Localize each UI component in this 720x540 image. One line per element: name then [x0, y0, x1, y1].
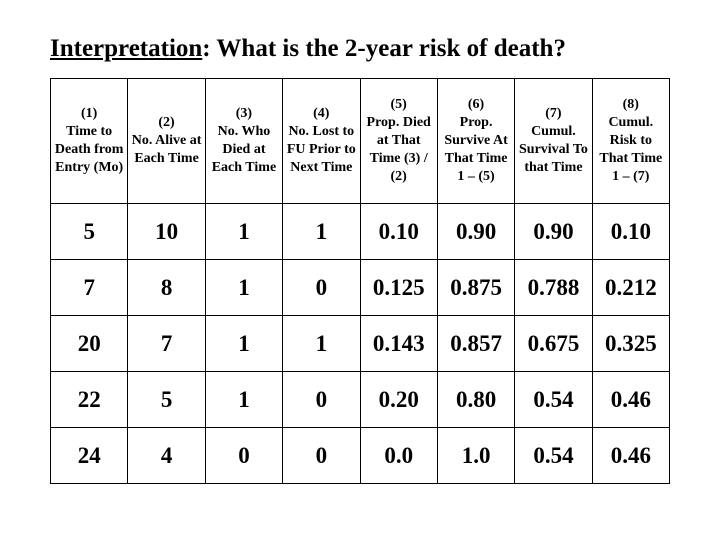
- page-title: Interpretation: What is the 2-year risk …: [50, 35, 670, 63]
- table-body: 5 10 1 1 0.10 0.90 0.90 0.10 7 8 1 0 0.1…: [51, 204, 670, 484]
- cell: 0.46: [592, 372, 669, 428]
- table-row: 24 4 0 0 0.0 1.0 0.54 0.46: [51, 428, 670, 484]
- cell: 10: [128, 204, 205, 260]
- cell: 0.125: [360, 260, 437, 316]
- cell: 0.143: [360, 316, 437, 372]
- cell: 24: [51, 428, 128, 484]
- cell: 0.46: [592, 428, 669, 484]
- cell: 4: [128, 428, 205, 484]
- cell: 8: [128, 260, 205, 316]
- cell: 1: [205, 372, 282, 428]
- cell: 0.788: [515, 260, 592, 316]
- col-header-2: (2)No. Alive at Each Time: [128, 79, 205, 204]
- cell: 1: [205, 316, 282, 372]
- cell: 20: [51, 316, 128, 372]
- cell: 1: [205, 204, 282, 260]
- cell: 0: [283, 372, 360, 428]
- cell: 1: [283, 204, 360, 260]
- cell: 0.0: [360, 428, 437, 484]
- survival-table: (1)Time to Death from Entry (Mo) (2)No. …: [50, 78, 670, 484]
- col-header-5: (5)Prop. Died at That Time (3) / (2): [360, 79, 437, 204]
- cell: 0: [283, 260, 360, 316]
- cell: 0.10: [592, 204, 669, 260]
- col-header-3: (3)No. Who Died at Each Time: [205, 79, 282, 204]
- cell: 0.54: [515, 372, 592, 428]
- header-row: (1)Time to Death from Entry (Mo) (2)No. …: [51, 79, 670, 204]
- cell: 0.857: [437, 316, 514, 372]
- cell: 0.90: [515, 204, 592, 260]
- cell: 0.875: [437, 260, 514, 316]
- cell: 0.325: [592, 316, 669, 372]
- cell: 1: [205, 260, 282, 316]
- cell: 0.90: [437, 204, 514, 260]
- cell: 22: [51, 372, 128, 428]
- table-row: 7 8 1 0 0.125 0.875 0.788 0.212: [51, 260, 670, 316]
- cell: 0.20: [360, 372, 437, 428]
- cell: 0.10: [360, 204, 437, 260]
- col-header-4: (4)No. Lost to FU Prior to Next Time: [283, 79, 360, 204]
- cell: 1.0: [437, 428, 514, 484]
- table-row: 5 10 1 1 0.10 0.90 0.90 0.10: [51, 204, 670, 260]
- title-prefix: Interpretation: [50, 35, 202, 62]
- col-header-7: (7)Cumul. Survival To that Time: [515, 79, 592, 204]
- table-row: 22 5 1 0 0.20 0.80 0.54 0.46: [51, 372, 670, 428]
- col-header-6: (6)Prop. Survive At That Time 1 – (5): [437, 79, 514, 204]
- cell: 0.675: [515, 316, 592, 372]
- col-header-8: (8)Cumul. Risk to That Time 1 – (7): [592, 79, 669, 204]
- title-suffix: : What is the 2-year risk of death?: [202, 35, 566, 62]
- cell: 5: [128, 372, 205, 428]
- col-header-1: (1)Time to Death from Entry (Mo): [51, 79, 128, 204]
- cell: 7: [128, 316, 205, 372]
- cell: 1: [283, 316, 360, 372]
- cell: 0.212: [592, 260, 669, 316]
- cell: 5: [51, 204, 128, 260]
- cell: 0: [205, 428, 282, 484]
- cell: 0.80: [437, 372, 514, 428]
- cell: 0.54: [515, 428, 592, 484]
- cell: 0: [283, 428, 360, 484]
- cell: 7: [51, 260, 128, 316]
- table-row: 20 7 1 1 0.143 0.857 0.675 0.325: [51, 316, 670, 372]
